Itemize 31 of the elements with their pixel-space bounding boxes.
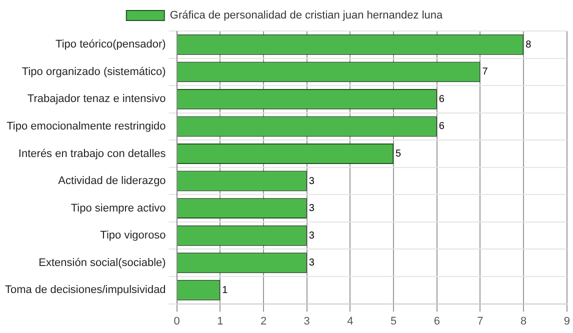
- x-tick-label: 3: [304, 315, 310, 328]
- y-tick-label: Trabajador tenaz e intensivo: [27, 93, 166, 106]
- legend-label: Gráfica de personalidad de cristian juan hernandez luna: [170, 10, 444, 22]
- y-tick-label: Actividad de liderazgo: [58, 175, 166, 188]
- y-tick-label: Tipo siempre activo: [70, 202, 166, 214]
- y-tick-label: Interés en trabajo con detalles: [18, 148, 166, 160]
- data-label: 3: [308, 230, 315, 242]
- data-label: 5: [396, 148, 402, 160]
- x-tick-label: 6: [434, 315, 440, 328]
- y-tick-label: Extensión social(sociable): [38, 256, 166, 269]
- data-label: 6: [438, 94, 445, 105]
- data-label: 6: [438, 121, 445, 132]
- x-tick-label: 8: [520, 315, 527, 328]
- data-label: 3: [308, 176, 315, 187]
- data-label: 3: [308, 203, 315, 214]
- x-tick-label: 9: [564, 315, 570, 328]
- data-label: 3: [308, 258, 315, 269]
- y-tick-label: Tipo emocionalmente restringido: [6, 120, 166, 133]
- x-tick-label: 7: [477, 315, 484, 328]
- y-tick-label: Tipo organizado (sistemático): [22, 66, 166, 78]
- data-label: 8: [526, 39, 532, 50]
- x-tick-label: 4: [347, 315, 354, 328]
- x-tick-label: 0: [174, 315, 180, 328]
- x-tick-label: 2: [260, 315, 267, 328]
- data-label: 1: [222, 284, 228, 296]
- data-label: 7: [482, 66, 488, 78]
- y-tick-label: Tipo teórico(pensador): [56, 38, 166, 51]
- x-tick-label: 5: [390, 315, 397, 328]
- x-tick-label: 1: [217, 315, 224, 328]
- y-tick-label: Toma de decisiones/impulsividad: [4, 284, 166, 296]
- y-tick-label: Tipo vigoroso: [100, 230, 166, 242]
